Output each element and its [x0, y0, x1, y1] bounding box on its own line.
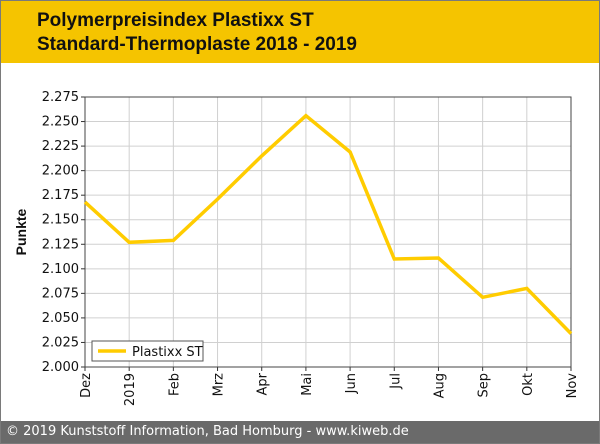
x-tick-label: Feb: [167, 373, 182, 396]
x-tick-label: Aug: [432, 373, 447, 398]
x-tick-label: Okt: [521, 373, 536, 396]
plot-border: [84, 96, 572, 368]
x-tick-label: Apr: [256, 372, 271, 395]
x-tick-label: 2019: [123, 373, 138, 406]
y-tick-label: 2.100: [42, 262, 79, 277]
y-tick-label: 2.275: [42, 90, 79, 105]
x-tick-label: Dez: [79, 373, 94, 398]
y-tick-label: 2.125: [42, 237, 79, 252]
y-tick-label: 2.000: [42, 360, 79, 375]
y-tick-label: 2.025: [42, 335, 79, 350]
copyright-text: © 2019 Kunststoff Information, Bad Hombu…: [6, 424, 409, 439]
y-tick-label: 2.200: [42, 164, 79, 179]
copyright-footer: © 2019 Kunststoff Information, Bad Hombu…: [1, 421, 599, 443]
x-tick-label: Jul: [388, 373, 403, 390]
x-tick-label: Mai: [300, 373, 315, 396]
y-tick-label: 2.225: [42, 139, 79, 154]
y-tick-label: 2.150: [42, 213, 79, 228]
y-axis-label: Punkte: [13, 208, 29, 255]
chart-title: Polymerpreisindex Plastixx ST: [37, 10, 314, 31]
chart-header: Polymerpreisindex Plastixx ST Standard-T…: [1, 1, 599, 63]
line-chart: 2.000 2.025 2.050 2.075 2.100 2.125 2.150 2.175…: [13, 90, 580, 406]
legend-box: [91, 340, 204, 362]
series-line: [83, 113, 573, 335]
x-tick-label: Mrz: [212, 373, 227, 397]
y-tick-label: 2.050: [42, 311, 79, 326]
y-tick-label: 2.075: [42, 286, 79, 301]
chart-subtitle: Standard-Thermoplaste 2018 - 2019: [37, 34, 357, 55]
plot-area: [85, 97, 571, 367]
x-tick-label: Sep: [477, 373, 492, 398]
x-tick-label: Jun: [344, 373, 359, 394]
legend-label: Plastixx ST: [132, 345, 203, 360]
y-tick-label: 2.175: [42, 188, 79, 203]
x-tick-label: Nov: [565, 373, 580, 399]
y-tick-label: 2.250: [42, 115, 79, 130]
